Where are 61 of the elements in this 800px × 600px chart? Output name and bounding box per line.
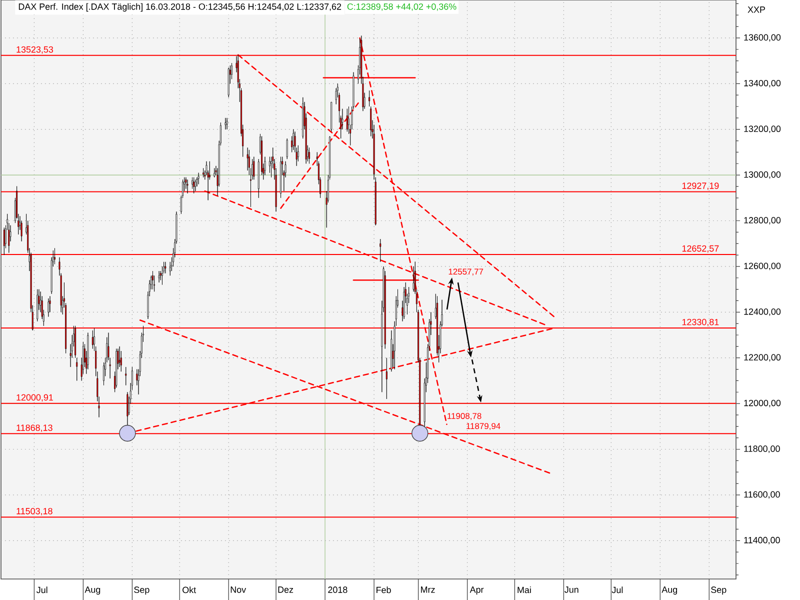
candlestick xyxy=(386,358,388,400)
x-tick-label: Mai xyxy=(518,586,531,594)
chart-subtitle: C:12389,58 +44,02 +0,36% xyxy=(347,3,456,11)
annotation: 12557,77 xyxy=(448,268,484,276)
y-tick-label: 13200,00 xyxy=(744,126,781,134)
ref-line-label: 13523,53 xyxy=(16,46,54,54)
candlestick xyxy=(125,366,127,386)
candlestick xyxy=(164,262,166,274)
candlestick xyxy=(76,358,78,381)
y-tick-label: 13400,00 xyxy=(744,80,781,88)
candlestick xyxy=(224,118,226,130)
x-tick-label: Nov xyxy=(230,586,246,593)
y-tick-label: 12400,00 xyxy=(744,308,781,316)
y-tick-label: 11800,00 xyxy=(744,446,780,453)
annotation: 11908,78 xyxy=(448,412,482,420)
x-tick-label: 2018 xyxy=(328,586,348,593)
candlestick xyxy=(226,118,228,130)
candlestick xyxy=(169,262,171,276)
y-tick-label: 12800,00 xyxy=(744,217,781,224)
y-tick-label: 12600,00 xyxy=(744,262,781,270)
candlestick xyxy=(253,156,255,180)
candlestick xyxy=(158,270,160,283)
x-tick-label: Okt xyxy=(182,586,196,594)
ref-line-label: 11503,18 xyxy=(16,508,52,516)
x-tick-label: Mrz xyxy=(421,586,435,593)
candlestick xyxy=(403,286,405,320)
x-tick-label: Jun xyxy=(564,586,578,593)
candlestick xyxy=(196,177,198,187)
candlestick xyxy=(154,275,156,292)
candlestick xyxy=(292,129,294,150)
y-tick-label: 11400,00 xyxy=(744,536,780,544)
y-tick-label: 11600,00 xyxy=(744,491,780,499)
annotation: 11879,94 xyxy=(466,423,500,430)
candlestick xyxy=(228,67,230,98)
ref-line-label: 11868,13 xyxy=(16,424,52,432)
x-tick-label: Jul xyxy=(612,586,623,594)
x-tick-label: Jul xyxy=(36,586,48,594)
candlestick xyxy=(49,296,51,312)
x-tick-label: Aug xyxy=(84,586,100,595)
ref-line-label: 12000,91 xyxy=(16,394,53,402)
candlestick xyxy=(246,147,248,171)
candlestick xyxy=(194,179,196,192)
candlestick xyxy=(330,102,332,132)
ref-line-label: 12652,57 xyxy=(682,245,719,253)
x-tick-label: Aug xyxy=(662,586,678,595)
y-tick-label: 12000,00 xyxy=(744,400,781,408)
y-tick-label: 12200,00 xyxy=(744,354,781,362)
chart-title: DAX Perf. Index [.DAX Täglich] 16.03.2018 - O:12345,56 H:12454,02 L:12337,62 xyxy=(18,3,342,12)
x-tick-label: Sep xyxy=(134,586,150,595)
x-tick-label: Sep xyxy=(711,586,726,595)
ref-line-label: 12330,81 xyxy=(682,318,719,326)
y-tick-label: 13000,00 xyxy=(744,171,781,179)
x-tick-label: Feb xyxy=(376,586,391,594)
x-tick-label: Apr xyxy=(470,586,484,595)
ref-line-label: 12927,19 xyxy=(682,182,719,190)
candlestick xyxy=(102,362,104,386)
y-tick-label: 13600,00 xyxy=(744,34,781,42)
candlestick xyxy=(92,330,94,349)
candlestick xyxy=(286,138,288,160)
y-axis-title: XXP xyxy=(748,6,766,13)
x-tick-label: Dez xyxy=(278,586,294,593)
